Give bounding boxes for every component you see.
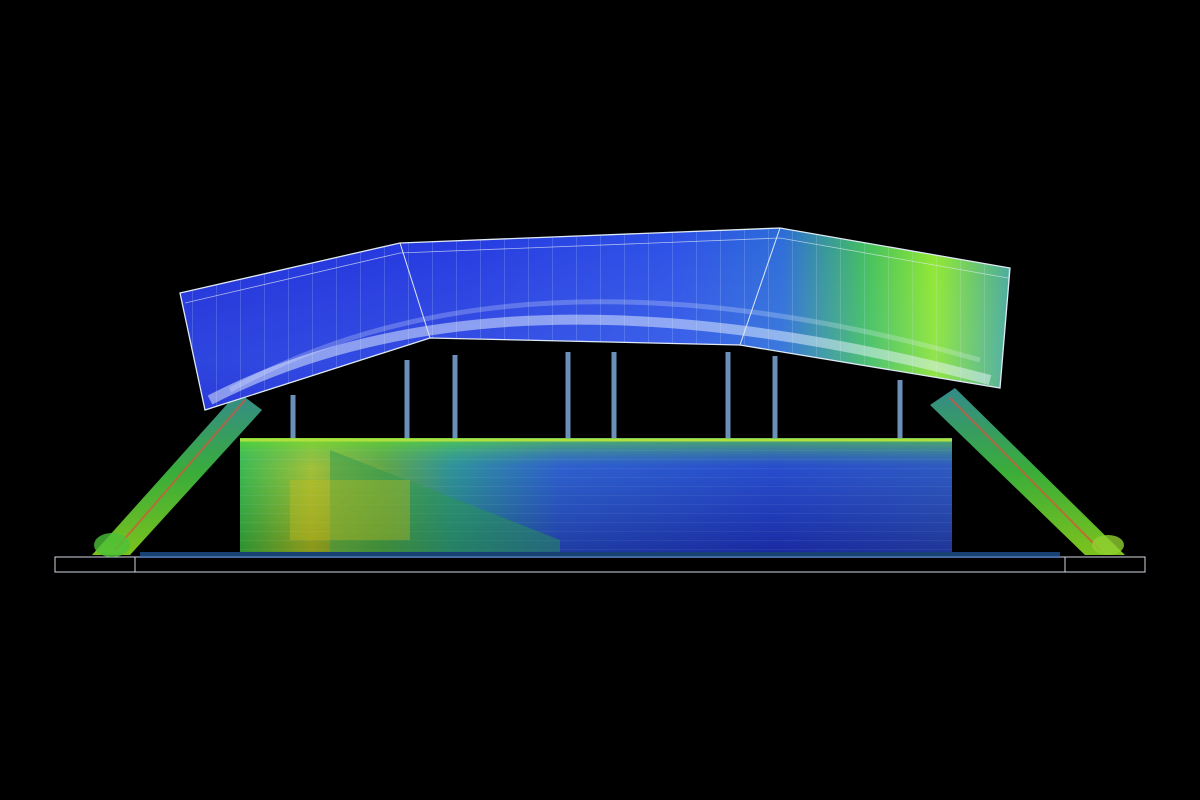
- wall-diagonal: [330, 450, 560, 552]
- roof-fold: [399, 242, 431, 339]
- strut-edge: [114, 399, 246, 551]
- roof-fold: [739, 227, 781, 346]
- left-strut: [92, 392, 262, 555]
- wall-highlight: [290, 480, 410, 540]
- vegetation: [1092, 535, 1124, 555]
- roof-arc: [207, 314, 992, 405]
- roof-edge: [184, 237, 1009, 304]
- strut-edge: [949, 397, 1101, 551]
- roof-outline: [179, 227, 1011, 411]
- roof-arc: [228, 299, 981, 393]
- wall-lines: [240, 438, 952, 552]
- right-strut: [930, 388, 1125, 555]
- ground-points: [140, 552, 1060, 558]
- vegetation: [94, 533, 130, 557]
